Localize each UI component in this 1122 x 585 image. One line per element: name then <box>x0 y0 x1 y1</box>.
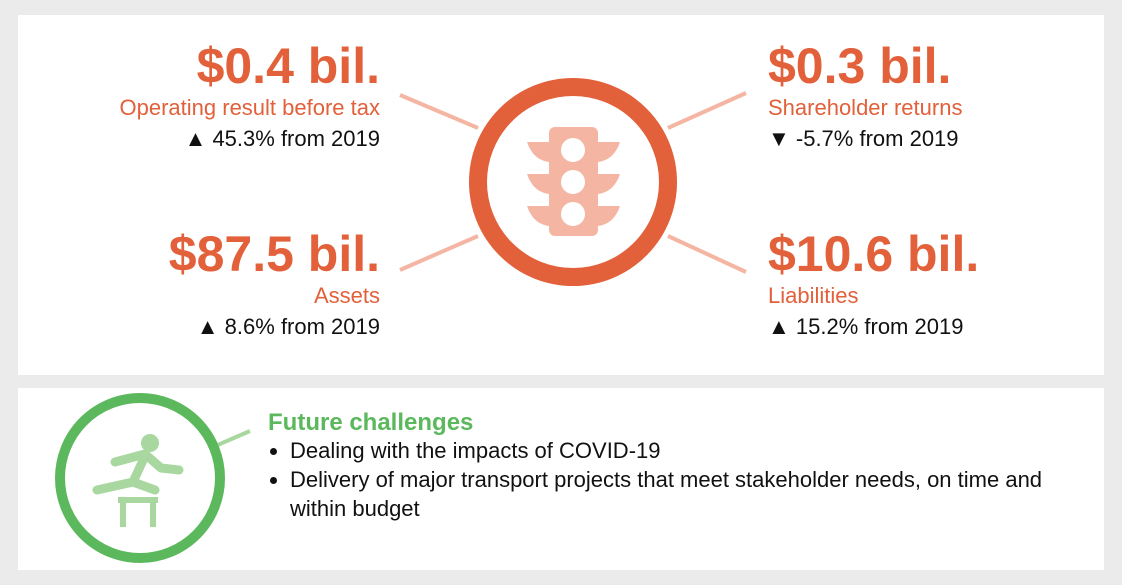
metric: $0.3 bil. Shareholder returns ▼ -5.7% fr… <box>768 38 1122 156</box>
metric-label: Assets <box>313 283 380 308</box>
traffic-light-icon <box>527 127 620 236</box>
metric-value: $0.3 bil. <box>768 38 952 94</box>
metric-label: Liabilities <box>768 283 859 308</box>
metric: $10.6 bil. Liabilities ▲ 15.2% from 2019 <box>768 226 1122 344</box>
metric-value: $87.5 bil. <box>168 226 380 282</box>
metric-value: $10.6 bil. <box>768 226 980 282</box>
hurdle-icon <box>92 434 184 527</box>
metric-value: $0.4 bil. <box>196 38 380 94</box>
challenge-item: Delivery of major transport projects tha… <box>290 465 1090 523</box>
challenges-list: Dealing with the impacts of COVID-19Deli… <box>268 436 1090 523</box>
metric-label: Shareholder returns <box>768 95 963 120</box>
ring <box>469 78 677 286</box>
metric-change: ▲ 8.6% from 2019 <box>196 314 380 339</box>
challenge-item: Dealing with the impacts of COVID-19 <box>290 436 1090 465</box>
metric-change: ▲ 15.2% from 2019 <box>768 314 964 339</box>
connector-lines <box>399 91 747 274</box>
metric-change: ▲ 45.3% from 2019 <box>184 126 380 151</box>
metric: $87.5 bil. Assets ▲ 8.6% from 2019 <box>20 226 380 344</box>
challenges-title: Future challenges <box>268 409 474 436</box>
ring <box>55 393 225 563</box>
metric: $0.4 bil. Operating result before tax ▲ … <box>20 38 380 156</box>
metric-label: Operating result before tax <box>119 95 380 120</box>
connector-line <box>212 429 251 449</box>
metric-change: ▼ -5.7% from 2019 <box>768 126 959 151</box>
